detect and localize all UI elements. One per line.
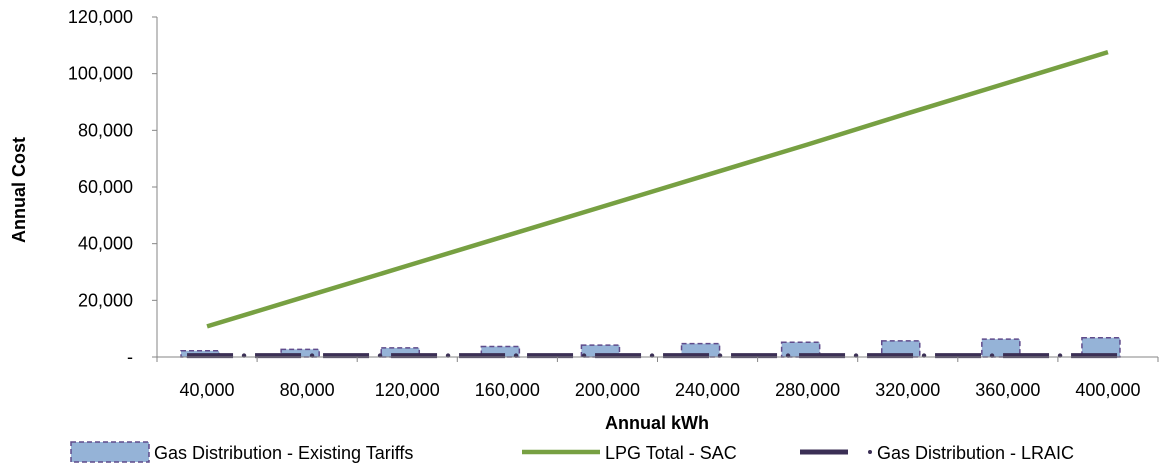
legend-item-lpg-sac: LPG Total - SAC [522,443,737,463]
y-tick-label: 120,000 [68,7,133,27]
y-tick-label: 60,000 [78,177,133,197]
legend-swatch-existing-tariffs [70,441,150,463]
y-tick-label: 20,000 [78,290,133,310]
y-tick-label: 40,000 [78,234,133,254]
y-tick-label: 100,000 [68,64,133,84]
x-tick-label: 40,000 [180,380,235,400]
x-tick-label: 360,000 [975,380,1040,400]
y-tick-label: 80,000 [78,120,133,140]
x-tick-label: 320,000 [875,380,940,400]
line-series-lraic [187,353,1118,359]
x-axis-ticks: 40,000 80,000 120,000 160,000 200,000 240,000… [156,357,1159,400]
x-tick-label: 200,000 [575,380,640,400]
legend-swatch-lraic-dot [868,450,872,454]
legend: Gas Distribution - Existing Tariffs LPG … [70,441,1074,463]
y-axis-title: Annual Cost [9,137,29,243]
lpg-sac-line [206,49,1109,329]
x-tick-label: 400,000 [1075,380,1140,400]
x-tick-label: 120,000 [375,380,440,400]
legend-label-existing-tariffs: Gas Distribution - Existing Tariffs [154,443,413,463]
y-tick-label: - [127,347,133,367]
x-tick-label: 280,000 [775,380,840,400]
y-axis-ticks: - 20,000 40,000 60,000 80,000 100,000 120,000 [68,7,157,367]
legend-item-lraic: Gas Distribution - LRAIC [800,443,1074,463]
axes [156,17,1158,358]
x-tick-label: 240,000 [675,380,740,400]
x-axis-title: Annual kWh [605,413,709,433]
legend-item-existing-tariffs: Gas Distribution - Existing Tariffs [70,441,413,463]
legend-label-lpg-sac: LPG Total - SAC [605,443,737,463]
x-tick-label: 80,000 [280,380,335,400]
legend-label-lraic: Gas Distribution - LRAIC [877,443,1074,463]
line-series-lpg-sac [206,49,1109,329]
x-tick-label: 160,000 [475,380,540,400]
